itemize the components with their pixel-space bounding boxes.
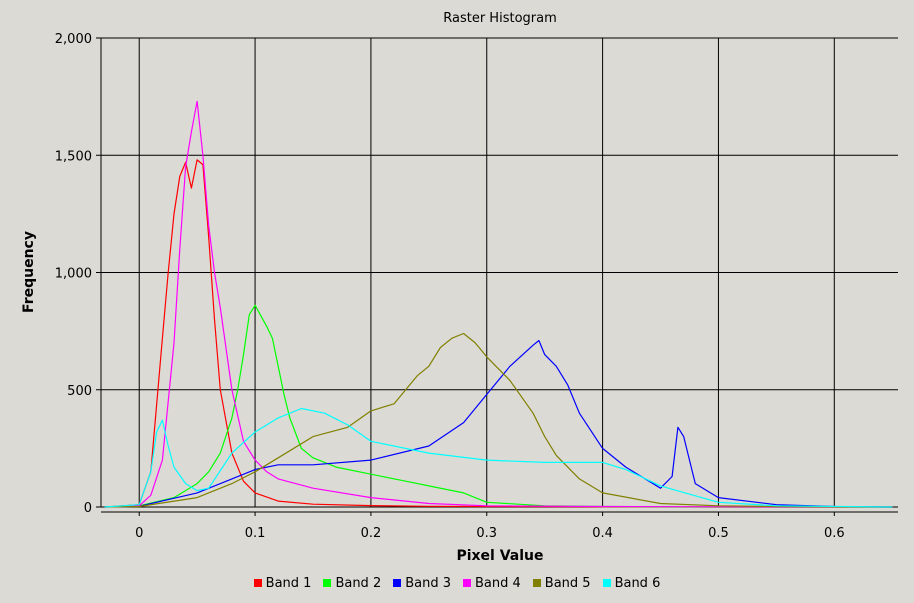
legend-label: Band 4	[475, 575, 521, 591]
y-tick-label: 0	[84, 501, 92, 516]
chart-title: Raster Histogram	[443, 11, 557, 26]
series-line-band-5	[104, 332, 893, 508]
axes	[100, 38, 898, 513]
series-line-band-4	[104, 100, 893, 508]
y-tick-label: 500	[67, 384, 92, 399]
chart-legend: Band 1 Band 2 Band 3 Band 4 Band 5 Band 6	[0, 572, 914, 594]
x-axis-label: Pixel Value	[456, 548, 543, 564]
legend-item-band-1: Band 1	[253, 575, 312, 591]
series-line-band-2	[104, 304, 893, 508]
legend-item-band-3: Band 3	[393, 576, 451, 591]
legend-item-band-4: Band 4	[463, 576, 521, 591]
y-tick-label: 1,500	[55, 149, 92, 164]
legend-item-band-6: Band 6	[602, 575, 661, 591]
grid-lines	[101, 37, 898, 508]
x-tick-label: 0.3	[476, 526, 497, 541]
y-tick-label: 2,000	[55, 32, 92, 47]
x-tick-label: 0.1	[245, 526, 266, 541]
chart-canvas: Raster Histogram 0 0.1 0.2 0.3 0.4 0.5 0.6 0 50…	[21, 11, 898, 564]
series-line-band-6	[104, 407, 893, 508]
x-tick-label: 0.2	[361, 526, 382, 541]
legend-label: Band 1	[265, 575, 312, 591]
legend-swatch	[532, 579, 541, 587]
legend-item-band-2: Band 2	[323, 576, 381, 591]
x-tick-label: 0.4	[592, 526, 613, 541]
series-line-band-1	[104, 159, 893, 508]
legend-label: Band 3	[405, 575, 451, 591]
y-axis-ticks: 0 500 1,000 1,500 2,000	[55, 32, 101, 516]
legend-swatch	[323, 579, 332, 587]
y-axis-label: Frequency	[21, 231, 37, 313]
series-line-band-3	[104, 339, 893, 508]
series-layer	[104, 100, 893, 508]
legend-swatch	[602, 579, 611, 587]
legend-label: Band 5	[544, 575, 591, 591]
x-tick-label: 0.5	[708, 526, 729, 541]
x-tick-label: 0	[135, 526, 143, 541]
legend-label: Band 6	[614, 575, 661, 591]
legend-swatch	[463, 579, 471, 587]
legend-swatch	[253, 579, 262, 587]
legend-label: Band 2	[335, 575, 382, 591]
legend-item-band-5: Band 5	[532, 575, 591, 591]
x-tick-label: 0.6	[824, 526, 845, 541]
legend-swatch	[393, 579, 402, 587]
x-axis-ticks: 0 0.1 0.2 0.3 0.4 0.5 0.6	[135, 512, 845, 541]
y-tick-label: 1,000	[55, 267, 92, 282]
